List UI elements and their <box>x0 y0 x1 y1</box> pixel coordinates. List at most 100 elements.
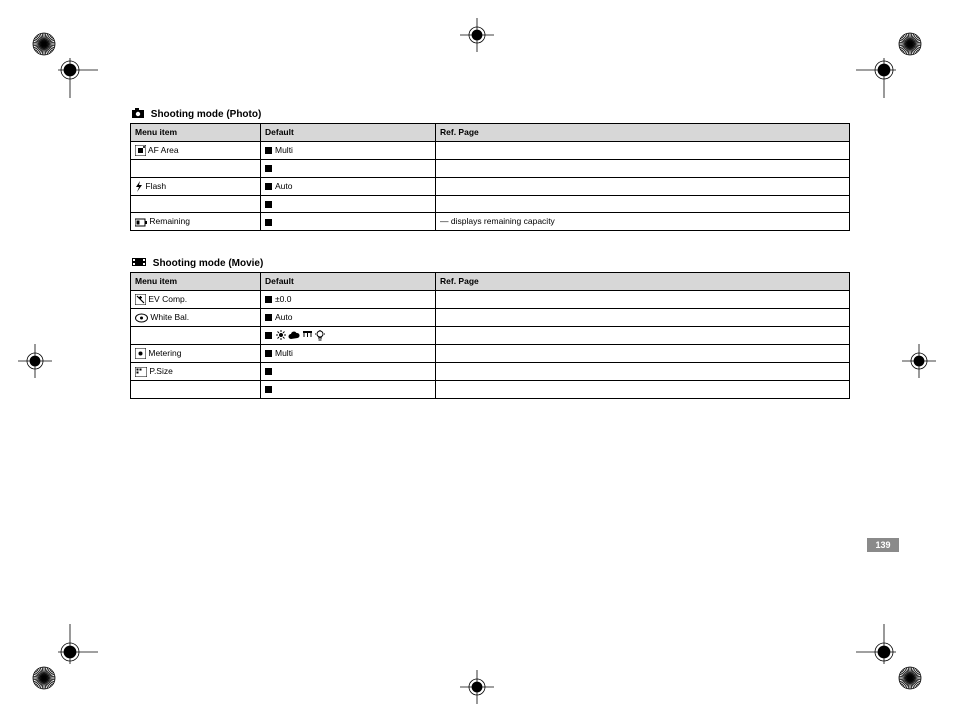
default-cell: Multi <box>261 141 436 159</box>
item-label: White Bal. <box>150 312 189 322</box>
af-area-icon <box>135 145 146 155</box>
table-row <box>131 380 850 398</box>
default-cell <box>261 213 436 231</box>
regmark-bl <box>30 622 100 692</box>
wb-icon <box>135 312 148 322</box>
item-label: EV Comp. <box>148 294 187 304</box>
regmark-tr <box>854 30 924 100</box>
item-cell: EV Comp. <box>131 290 261 308</box>
page-number: 139 <box>867 538 899 552</box>
ev-icon <box>135 294 146 304</box>
sun-icon <box>276 330 286 341</box>
table1-h2: Ref. Page <box>436 124 850 142</box>
item-cell <box>131 380 261 398</box>
item-cell: Remaining <box>131 213 261 231</box>
table-row <box>131 195 850 213</box>
ref-cell <box>436 308 850 326</box>
default-marker-icon <box>265 296 272 303</box>
default-marker-icon <box>265 201 272 208</box>
table-row: Flash Auto <box>131 177 850 195</box>
table-row: Remaining — displays remaining capacity <box>131 213 850 231</box>
ref-cell <box>436 195 850 213</box>
item-label: Remaining <box>149 216 190 226</box>
default-marker-icon <box>265 183 272 190</box>
table1-title: Shooting mode (Photo) <box>132 108 850 121</box>
regmark-mt <box>460 18 494 52</box>
item-cell: White Bal. <box>131 308 261 326</box>
film-icon <box>132 257 146 270</box>
table2-h2: Ref. Page <box>436 273 850 291</box>
default-label: ±0.0 <box>275 294 291 304</box>
item-cell: P.Size <box>131 363 261 381</box>
table-row: White Bal. Auto <box>131 308 850 326</box>
battery-icon <box>135 216 147 226</box>
metering-icon <box>135 348 146 358</box>
ref-cell <box>436 326 850 344</box>
default-marker-icon <box>265 165 272 172</box>
ref-cell <box>436 141 850 159</box>
tungsten-icon <box>315 330 325 341</box>
item-label: Metering <box>148 348 181 358</box>
default-label: Multi <box>275 348 293 358</box>
default-marker-icon <box>265 219 272 226</box>
table2-title-text: Shooting mode (Movie) <box>153 258 264 269</box>
table-row <box>131 159 850 177</box>
default-cell: Auto <box>261 308 436 326</box>
table2-title: Shooting mode (Movie) <box>132 257 850 270</box>
camera-icon <box>132 108 144 121</box>
table1-title-text: Shooting mode (Photo) <box>151 109 262 120</box>
ref-cell <box>436 380 850 398</box>
regmark-tl <box>30 30 100 100</box>
table-row: AF Area Multi <box>131 141 850 159</box>
table-row: P.Size <box>131 363 850 381</box>
ref-cell <box>436 290 850 308</box>
table2: Menu item Default Ref. Page EV Comp. ±0.0… <box>130 272 850 399</box>
table-row: Metering Multi <box>131 344 850 362</box>
item-cell <box>131 195 261 213</box>
table1: Menu item Default Ref. Page AF Area Multi… <box>130 123 850 231</box>
table-row <box>131 326 850 344</box>
default-label: Auto <box>275 312 293 322</box>
table-row: EV Comp. ±0.0 <box>131 290 850 308</box>
size-icon <box>135 366 147 376</box>
default-marker-icon <box>265 147 272 154</box>
default-cell: Multi <box>261 344 436 362</box>
default-cell <box>261 195 436 213</box>
default-marker-icon <box>265 386 272 393</box>
default-cell <box>261 326 436 344</box>
regmark-br <box>854 622 924 692</box>
table1-h0: Menu item <box>131 124 261 142</box>
item-cell: AF Area <box>131 141 261 159</box>
item-label: Flash <box>145 181 166 191</box>
default-marker-icon <box>265 314 272 321</box>
default-marker-icon <box>265 332 272 339</box>
regmark-mb <box>460 670 494 704</box>
item-label: P.Size <box>149 366 172 376</box>
item-label: AF Area <box>148 145 179 155</box>
default-label: Multi <box>275 145 293 155</box>
default-cell: ±0.0 <box>261 290 436 308</box>
default-cell <box>261 380 436 398</box>
table1-h1: Default <box>261 124 436 142</box>
ref-cell <box>436 177 850 195</box>
item-cell: Metering <box>131 344 261 362</box>
flash-icon <box>135 181 143 191</box>
fluor-icon <box>302 330 313 341</box>
item-cell <box>131 326 261 344</box>
default-marker-icon <box>265 368 272 375</box>
table2-h0: Menu item <box>131 273 261 291</box>
default-label: Auto <box>275 181 293 191</box>
ref-cell <box>436 159 850 177</box>
ref-cell <box>436 363 850 381</box>
ref-cell: — displays remaining capacity <box>436 213 850 231</box>
default-cell <box>261 159 436 177</box>
default-marker-icon <box>265 350 272 357</box>
page-content: Shooting mode (Photo) Menu item Default … <box>130 100 850 399</box>
item-cell <box>131 159 261 177</box>
cloud-icon <box>288 330 300 341</box>
regmark-mr <box>902 344 936 378</box>
default-cell: Auto <box>261 177 436 195</box>
default-cell <box>261 363 436 381</box>
regmark-ml <box>18 344 52 378</box>
table2-h1: Default <box>261 273 436 291</box>
